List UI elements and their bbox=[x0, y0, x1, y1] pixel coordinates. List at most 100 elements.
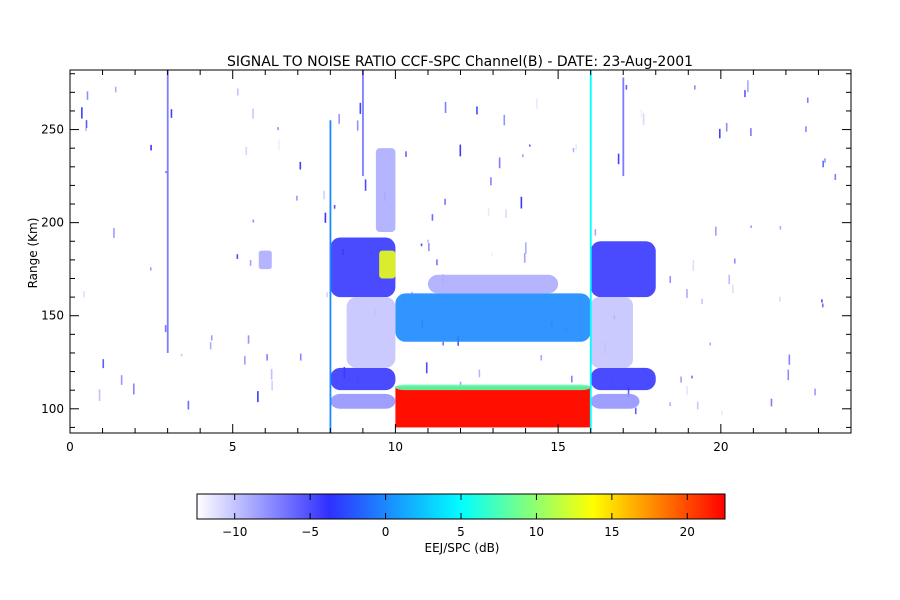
noise-speckle bbox=[503, 114, 506, 126]
y-axis: 100 150 200 250 bbox=[41, 73, 851, 428]
noise-speckle bbox=[594, 229, 597, 236]
noise-speckle bbox=[444, 198, 446, 205]
x-axis: 0 5 10 15 20 bbox=[66, 70, 852, 454]
noise-speckle bbox=[102, 359, 105, 369]
noise-speckle bbox=[669, 402, 671, 407]
noise-speckle bbox=[356, 120, 359, 131]
echo-region-150km-echo bbox=[395, 293, 591, 342]
noise-speckle bbox=[132, 383, 135, 395]
noise-speckle bbox=[686, 386, 688, 395]
x-tick-label: 15 bbox=[550, 440, 565, 454]
noise-speckle bbox=[617, 153, 620, 165]
noise-speckle bbox=[744, 90, 746, 98]
noise-speckle bbox=[520, 196, 523, 209]
noise-speckle bbox=[420, 243, 423, 247]
echo-region-blob-6h bbox=[258, 250, 272, 270]
noise-speckle bbox=[187, 400, 190, 410]
noise-speckle bbox=[669, 276, 672, 283]
noise-speckle bbox=[691, 375, 693, 379]
noise-speckle bbox=[236, 254, 239, 259]
noise-speckle bbox=[732, 284, 734, 294]
noise-speckle bbox=[715, 226, 717, 236]
noise-speckle bbox=[170, 109, 173, 118]
noise-speckle bbox=[236, 88, 239, 96]
x-tick-label: 0 bbox=[66, 440, 74, 454]
noise-speckle bbox=[733, 258, 736, 264]
echo-region-evening-spread bbox=[590, 297, 633, 368]
noise-speckle bbox=[779, 296, 781, 302]
colorbar-tick-label: 0 bbox=[382, 525, 390, 539]
noise-speckle bbox=[498, 157, 501, 169]
noise-speckle bbox=[721, 410, 723, 416]
noise-speckle bbox=[150, 144, 152, 151]
noise-speckle bbox=[718, 128, 721, 139]
y-axis-label: Range (Km) bbox=[26, 218, 40, 289]
noise-speckle bbox=[85, 128, 87, 132]
vertical-streak bbox=[329, 120, 332, 433]
noise-speckle bbox=[625, 85, 628, 90]
noise-speckle bbox=[411, 291, 413, 295]
colorbar-tick-label: −10 bbox=[222, 525, 247, 539]
noise-speckle bbox=[444, 101, 447, 114]
noise-speckle bbox=[528, 144, 531, 147]
noise-speckle bbox=[252, 108, 254, 119]
noise-speckle bbox=[180, 354, 183, 357]
x-tick-label: 20 bbox=[713, 440, 728, 454]
noise-speckle bbox=[824, 158, 826, 163]
noise-speckle bbox=[572, 147, 575, 153]
noise-speckle bbox=[165, 171, 167, 174]
echo-region-morning-layer-base bbox=[330, 393, 396, 409]
echo-regions-layer bbox=[258, 148, 656, 428]
echo-region-evening-layer-upper bbox=[590, 241, 656, 298]
noise-speckle bbox=[696, 401, 699, 410]
noise-speckle bbox=[149, 267, 152, 271]
echo-region-eej-core bbox=[395, 386, 591, 428]
noise-speckle bbox=[805, 126, 807, 133]
echo-region-morning-high bbox=[375, 148, 396, 232]
noise-speckle bbox=[570, 375, 573, 383]
noise-speckle bbox=[788, 354, 791, 365]
echo-region-evening-layer-lower bbox=[590, 367, 656, 391]
x-tick-label: 10 bbox=[388, 440, 403, 454]
noise-speckle bbox=[634, 407, 637, 415]
noise-speckle bbox=[120, 375, 123, 385]
y-tick-label: 150 bbox=[41, 309, 64, 323]
y-tick-label: 250 bbox=[41, 123, 64, 137]
noise-speckle bbox=[770, 398, 773, 407]
noise-speckle bbox=[338, 114, 340, 124]
noise-speckle bbox=[299, 161, 302, 170]
noise-speckle bbox=[709, 342, 712, 346]
noise-speckle bbox=[257, 391, 259, 403]
noise-speckle bbox=[86, 91, 89, 100]
noise-speckle bbox=[779, 225, 782, 230]
vertical-streak bbox=[166, 70, 169, 353]
y-tick-label: 100 bbox=[41, 402, 64, 416]
vertical-streaks-layer bbox=[166, 70, 625, 433]
noise-speckle bbox=[522, 154, 524, 158]
echo-region-morning-layer-upper bbox=[330, 237, 396, 298]
noise-speckle bbox=[686, 289, 688, 298]
noise-speckle bbox=[487, 207, 490, 216]
noise-speckle bbox=[278, 139, 280, 151]
noise-speckle bbox=[459, 381, 462, 388]
noise-speckle bbox=[728, 274, 731, 285]
vertical-streak bbox=[362, 70, 364, 177]
noise-speckle bbox=[252, 219, 255, 223]
noise-speckle bbox=[627, 387, 630, 398]
noise-speckle bbox=[364, 179, 367, 191]
noise-speckle bbox=[431, 214, 434, 221]
noise-speckle bbox=[271, 380, 273, 391]
noise-speckle bbox=[787, 369, 790, 381]
echo-region-morning-spread bbox=[346, 297, 396, 368]
echo-region-150km-echo-fringe bbox=[427, 274, 559, 294]
noise-speckle bbox=[83, 291, 85, 298]
noise-speckle bbox=[323, 190, 325, 200]
x-tick-label: 5 bbox=[229, 440, 237, 454]
echo-region-morning-layer-lower bbox=[330, 367, 396, 391]
echo-region-eej-top-edge bbox=[395, 384, 591, 391]
y-tick-label: 200 bbox=[41, 216, 64, 230]
echo-region-evening-layer-base bbox=[590, 393, 640, 409]
noise-speckle bbox=[442, 341, 444, 346]
vertical-streak bbox=[589, 70, 592, 433]
